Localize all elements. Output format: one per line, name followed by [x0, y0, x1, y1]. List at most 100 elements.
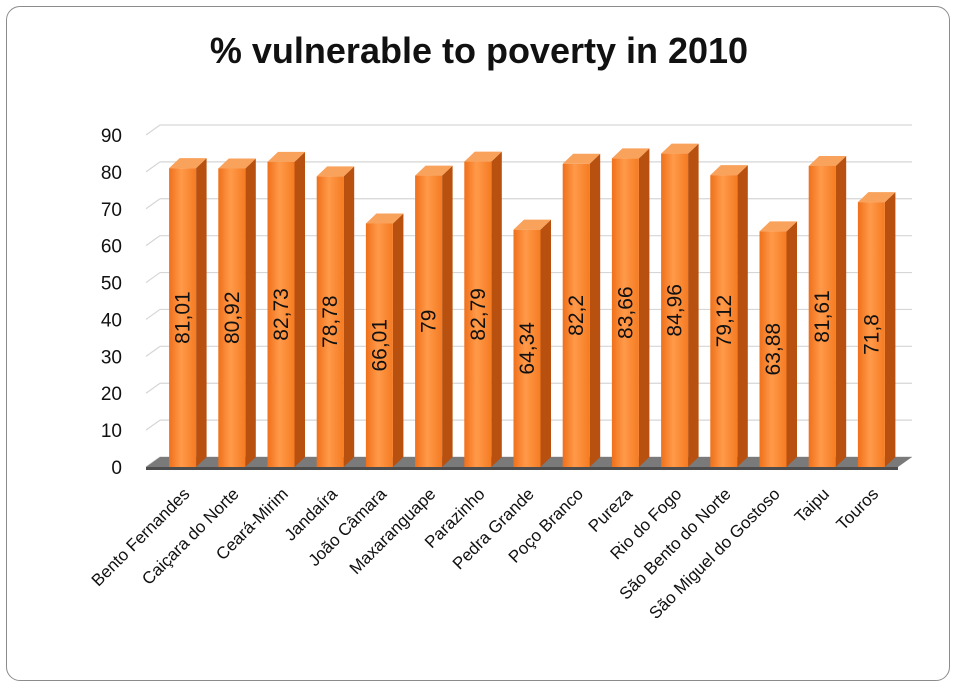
bar-top: [415, 165, 453, 176]
bar-side: [589, 153, 601, 468]
data-label: 79: [418, 310, 441, 333]
y-tick-label: 20: [101, 384, 122, 405]
bar-front: [365, 223, 393, 467]
bar: 66,01: [365, 213, 404, 467]
bar-side: [442, 165, 453, 468]
x-tick-label: Touros: [833, 484, 883, 534]
data-label: 84,96: [664, 284, 687, 337]
bar-side: [638, 148, 650, 467]
data-label: 81,01: [172, 291, 195, 344]
y-tick-label: 60: [101, 237, 122, 258]
bar-front: [218, 168, 246, 467]
gridline-side: [145, 308, 161, 320]
gridline-side: [145, 124, 161, 136]
data-label: 82,73: [270, 288, 293, 341]
gridline-side: [145, 419, 161, 431]
bar-front: [415, 175, 443, 468]
y-tick-label: 10: [101, 421, 122, 442]
floor-edge: [146, 467, 898, 470]
bar-side: [245, 158, 256, 467]
bar-side: [196, 158, 207, 467]
bar: 78,78: [316, 166, 355, 467]
bar-top: [169, 158, 207, 169]
bar-front: [759, 231, 787, 467]
bar: 82,73: [267, 151, 305, 467]
data-label: 82,2: [565, 295, 588, 336]
bar: 71,8: [857, 192, 896, 468]
data-label: 80,92: [221, 291, 244, 344]
x-tick-label: Taipu: [791, 484, 833, 526]
bar-top: [267, 151, 305, 162]
bar-top: [562, 153, 601, 164]
data-label: 81,61: [811, 290, 834, 343]
data-label: 64,34: [516, 322, 539, 375]
y-tick-label: 50: [101, 274, 122, 295]
bar-side: [294, 151, 305, 467]
bar-side: [688, 143, 699, 468]
bars: 81,01 80,92 82,73 78,78 66,01 79 82,79 64,34 82,…: [169, 143, 896, 468]
data-label: 79,12: [713, 295, 736, 348]
bar-front: [464, 161, 492, 467]
bar: 79,12: [710, 165, 748, 467]
bar: 63,88: [759, 221, 797, 467]
bar: 81,61: [808, 155, 847, 468]
y-tick-label: 70: [101, 200, 122, 221]
bar-top: [464, 151, 502, 162]
bar-front: [857, 202, 885, 468]
bar-top: [316, 166, 355, 177]
bar-top: [661, 143, 699, 154]
bar-front: [808, 165, 836, 468]
bar-top: [611, 148, 650, 159]
y-tick-label: 40: [101, 310, 122, 331]
bar-side: [884, 192, 896, 468]
data-label: 71,8: [860, 314, 883, 355]
data-label: 63,88: [762, 323, 785, 376]
bar: 80,92: [218, 158, 256, 467]
bar-top: [218, 158, 256, 169]
bar-side: [491, 151, 502, 467]
bar: 64,34: [513, 219, 551, 467]
data-label: 83,66: [614, 286, 637, 339]
bar-top: [808, 155, 847, 166]
gridline-side: [145, 382, 161, 394]
chart-title: % vulnerable to poverty in 2010: [209, 30, 749, 71]
y-tick-label: 0: [111, 458, 122, 479]
bar: 79: [415, 165, 453, 468]
y-axis: 0 10 20 30 40 50 60 70 80 90: [101, 126, 122, 479]
bar-front: [513, 229, 541, 467]
bar-side: [392, 213, 404, 467]
y-tick-label: 30: [101, 347, 122, 368]
gridline-side: [145, 198, 161, 210]
gridline-side: [145, 345, 161, 357]
data-label: 66,01: [368, 319, 391, 372]
bar-front: [562, 163, 590, 468]
bar-front: [169, 168, 197, 467]
bar-side: [786, 221, 797, 467]
bar-top: [759, 221, 797, 232]
bar-side: [540, 219, 551, 467]
bar-front: [710, 175, 738, 467]
bar-side: [343, 166, 355, 467]
data-label: 82,79: [467, 288, 490, 341]
bar: 82,79: [464, 151, 502, 467]
y-tick-label: 90: [101, 126, 122, 147]
gridline-side: [145, 272, 161, 284]
data-label: 78,78: [319, 295, 342, 348]
bar-top: [513, 219, 551, 230]
y-tick-label: 80: [101, 163, 122, 184]
bar: 84,96: [661, 143, 699, 468]
bar: 81,01: [169, 158, 207, 467]
bar-side: [737, 165, 748, 467]
bar-side: [835, 155, 847, 468]
bar-top: [365, 213, 404, 224]
bar-top: [857, 192, 896, 203]
x-tick-label: Maxaranguape: [346, 484, 440, 578]
bar-front: [267, 161, 295, 467]
bar-front: [611, 158, 639, 467]
bar-front: [661, 153, 689, 468]
bar: 82,2: [562, 153, 601, 468]
bar: 83,66: [611, 148, 650, 467]
bar-top: [710, 165, 748, 176]
